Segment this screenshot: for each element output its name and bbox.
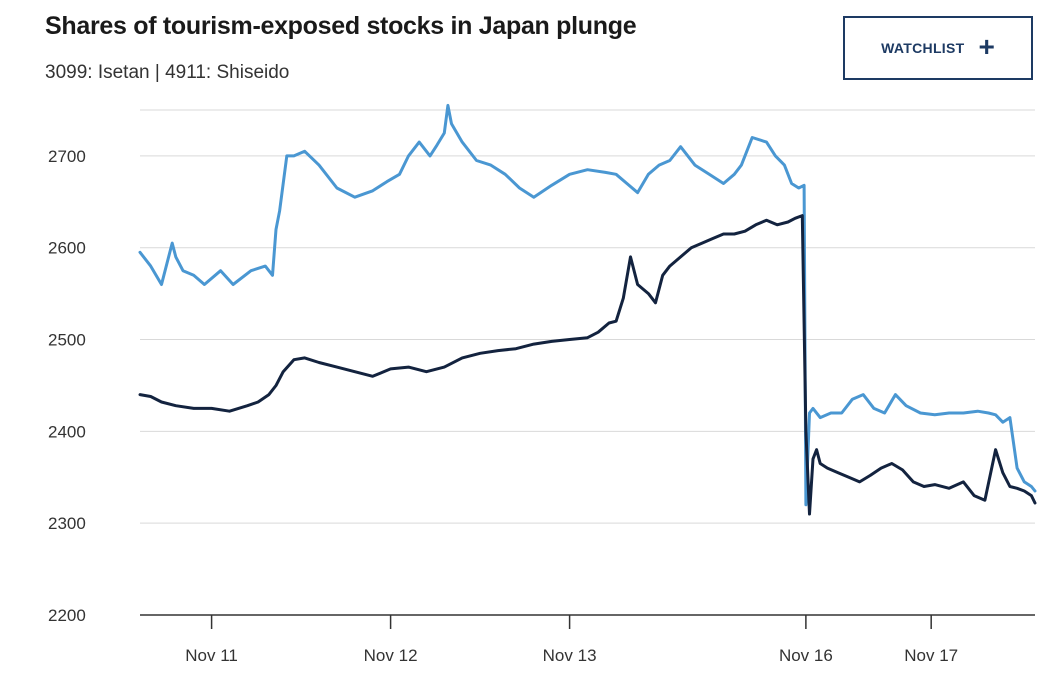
chart-title: Shares of tourism-exposed stocks in Japa… <box>45 12 637 40</box>
grid-layer <box>140 109 1035 616</box>
series-line-3099-isetan <box>138 103 1037 507</box>
y-tick-label-2500: 2500 <box>48 331 86 350</box>
x-tick-label-nov-11: Nov 11 <box>185 646 238 665</box>
series-line-4911-shiseido <box>138 214 1037 516</box>
x-tick-label-nov-13: Nov 13 <box>543 646 597 665</box>
series-layer <box>138 103 1037 516</box>
x-tick-label-nov-17: Nov 17 <box>904 646 958 665</box>
y-tick-label-2700: 2700 <box>48 147 86 166</box>
plus-icon: + <box>978 31 995 62</box>
x-tick-label-nov-16: Nov 16 <box>779 646 833 665</box>
watchlist-label: WATCHLIST <box>881 40 965 56</box>
y-axis: 2200 2300 2400 2500 2600 2700 <box>48 147 86 625</box>
watchlist-button[interactable]: WATCHLIST + <box>843 16 1033 80</box>
chart-subtitle: 3099: Isetan | 4911: Shiseido <box>45 62 290 83</box>
y-tick-label-2200: 2200 <box>48 606 86 625</box>
x-axis: Nov 11 Nov 12 Nov 13 Nov 16 Nov 17 <box>185 615 958 665</box>
y-tick-label-2400: 2400 <box>48 422 86 441</box>
x-tick-label-nov-12: Nov 12 <box>364 646 418 665</box>
y-tick-label-2600: 2600 <box>48 239 86 258</box>
y-tick-label-2300: 2300 <box>48 514 86 533</box>
